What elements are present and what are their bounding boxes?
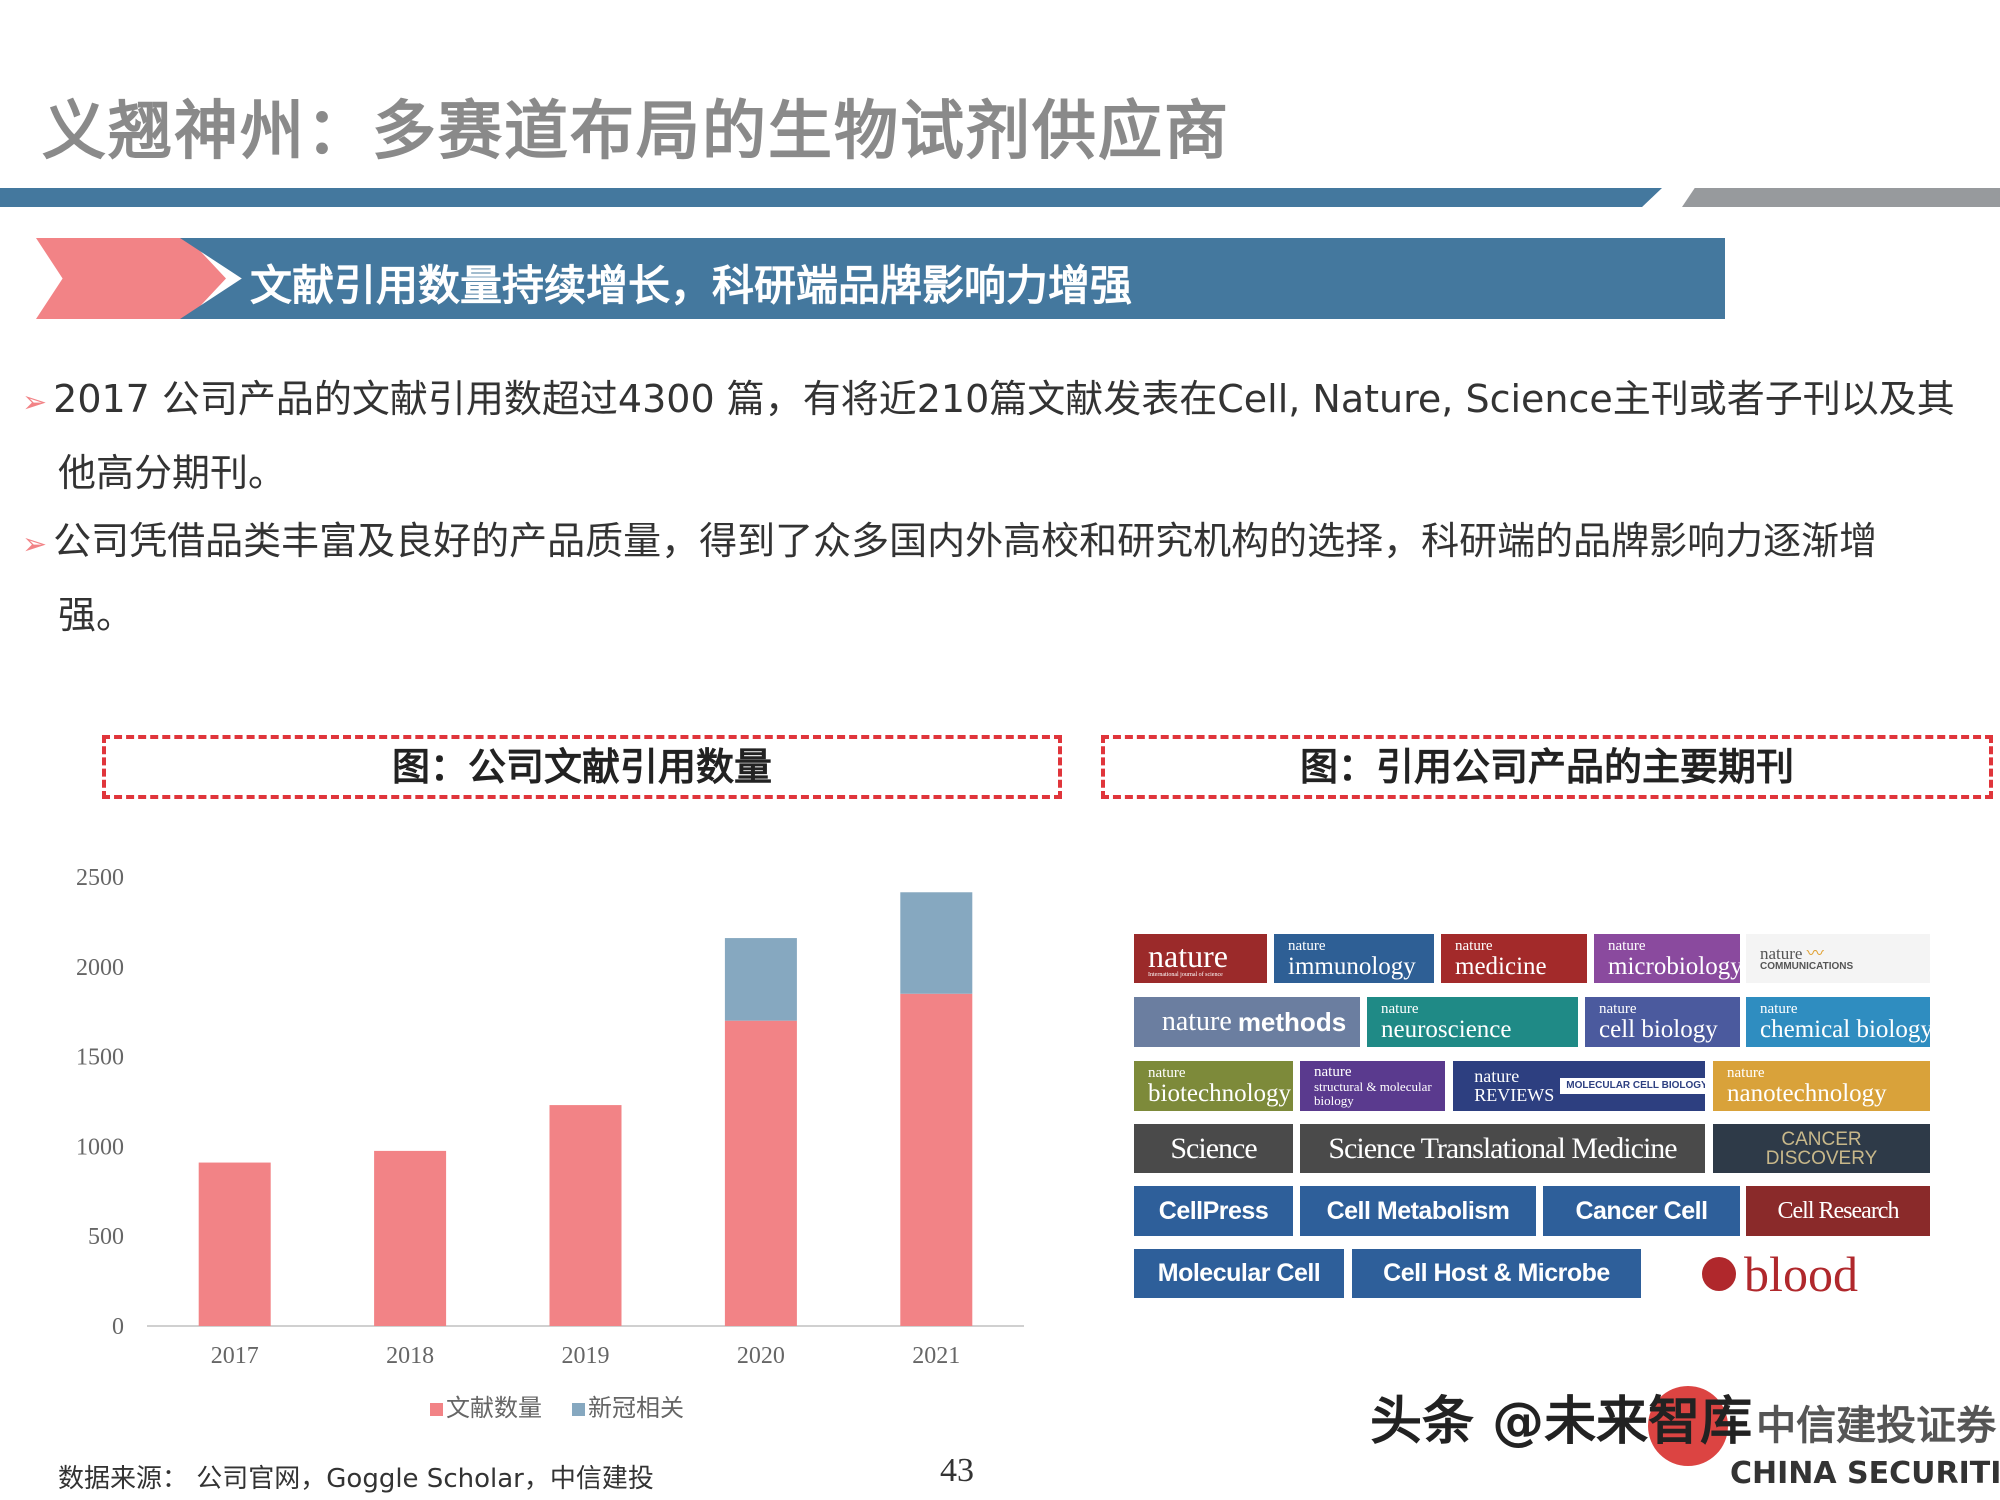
y-tick-label: 0 (112, 1314, 124, 1340)
y-tick-label: 1500 (76, 1045, 124, 1071)
x-tick-label: 2021 (912, 1343, 960, 1369)
bar-文献数量-2021 (900, 993, 973, 1326)
data-source: 数据来源： 公司官网，Goggle Scholar，中信建投 (58, 1464, 654, 1494)
bar-文献数量-2018 (374, 1150, 447, 1326)
header-divider-blue (0, 188, 1662, 207)
journal-logo: nature microbiology (1594, 934, 1740, 983)
journal-logo: nature immunology (1274, 934, 1434, 983)
page-title: 义翘神州：多赛道布局的生物试剂供应商 (42, 95, 1230, 169)
legend-label: 文献数量 (446, 1394, 542, 1422)
figure-title: 图：公司文献引用数量 (391, 745, 772, 789)
bullet-text: 2017 公司产品的文献引用数超过4300 篇，有将近210篇文献发表在Cell… (53, 377, 1955, 421)
journal-logo: Science (1134, 1124, 1293, 1173)
bar-新冠相关-2021 (900, 892, 973, 994)
journal-logo: nature methods (1134, 997, 1360, 1047)
y-tick-label: 1000 (76, 1134, 124, 1160)
bar-新冠相关-2020 (724, 938, 797, 1021)
bar-文献数量-2017 (198, 1162, 271, 1326)
journal-logo: nature cell biology (1585, 997, 1740, 1047)
x-tick-label: 2020 (737, 1343, 785, 1369)
arrow-bullet-icon: ➢ (22, 385, 48, 420)
y-tick-label: 2000 (76, 955, 124, 981)
brand-seal-icon (1648, 1386, 1728, 1466)
journal-logo: Cell Research (1746, 1186, 1930, 1236)
journal-logo: Cell Host & Microbe (1352, 1249, 1641, 1298)
legend-swatch (430, 1403, 443, 1416)
figure-title-box-left: 图：公司文献引用数量 (102, 735, 1062, 799)
bullet-point: ➢ 2017 公司产品的文献引用数超过4300 篇，有将近210篇文献发表在Cel… (22, 364, 1982, 508)
section-banner-text: 文献引用数量持续增长，科研端品牌影响力增强 (250, 261, 1133, 310)
bullet-point: ➢ 公司凭借品类丰富及良好的产品质量，得到了众多国内外高校和研究机构的选择，科研端… (22, 506, 1982, 650)
bullet-text-cont: 强。 (58, 593, 135, 637)
journal-logo: nature structural & molecular biology (1300, 1061, 1445, 1111)
bar-文献数量-2019 (549, 1105, 622, 1326)
page-number: 43 (940, 1452, 974, 1489)
header-divider-gray (1682, 188, 2000, 207)
journal-logo: CellPress (1134, 1186, 1293, 1236)
journal-logo: CANCER DISCOVERY (1713, 1124, 1930, 1173)
legend-swatch (572, 1403, 585, 1416)
blood-society-icon (1702, 1256, 1737, 1291)
y-tick-label: 2500 (76, 865, 124, 891)
banner-arrow-icon (36, 238, 226, 319)
x-tick-label: 2018 (386, 1343, 434, 1369)
journal-logo: blood (1660, 1249, 1900, 1298)
journal-logo: nature nanotechnology (1713, 1061, 1930, 1111)
arrow-bullet-icon: ➢ (22, 527, 48, 562)
citation-bar-chart: 0 500 1000 1500 2000 2500 2017 2018 2019 2020 2021… (76, 865, 1024, 1422)
figure-title: 图：引用公司产品的主要期刊 (1299, 745, 1794, 789)
journal-logo: nature neuroscience (1367, 997, 1578, 1047)
journal-logo: Molecular Cell (1134, 1249, 1344, 1298)
journal-logo: Cancer Cell (1543, 1186, 1740, 1236)
bar-文献数量-2020 (724, 1020, 797, 1326)
bullet-text-cont: 他高分期刊。 (58, 451, 287, 495)
x-tick-label: 2019 (562, 1343, 610, 1369)
legend-label: 新冠相关 (588, 1394, 684, 1422)
journal-logo: nature International journal of science (1134, 934, 1267, 983)
journal-logo: nature biotechnology (1134, 1061, 1293, 1111)
journal-logo: Cell Metabolism (1300, 1186, 1536, 1236)
journal-logo: nature 〰 COMMUNICATIONS (1746, 934, 1930, 983)
brand-name-en: CHINA SECURITIES (1730, 1456, 2000, 1491)
bullet-text: 公司凭借品类丰富及良好的产品质量，得到了众多国内外高校和研究机构的选择，科研端的… (53, 519, 1878, 563)
journal-logo: Science Translational Medicine (1300, 1124, 1705, 1173)
section-banner (180, 238, 1725, 319)
journal-logo: nature medicine (1441, 934, 1587, 983)
journal-logo: nature chemical biology (1746, 997, 1930, 1047)
y-tick-label: 500 (88, 1224, 124, 1250)
watermark: 头条 @未来智库 中信建投证券 (1370, 1392, 1997, 1452)
x-tick-label: 2017 (211, 1343, 259, 1369)
figure-title-box-right: 图：引用公司产品的主要期刊 (1101, 735, 1993, 799)
journal-logo: nature REVIEWS MOLECULAR CELL BIOLOGY (1453, 1061, 1705, 1111)
